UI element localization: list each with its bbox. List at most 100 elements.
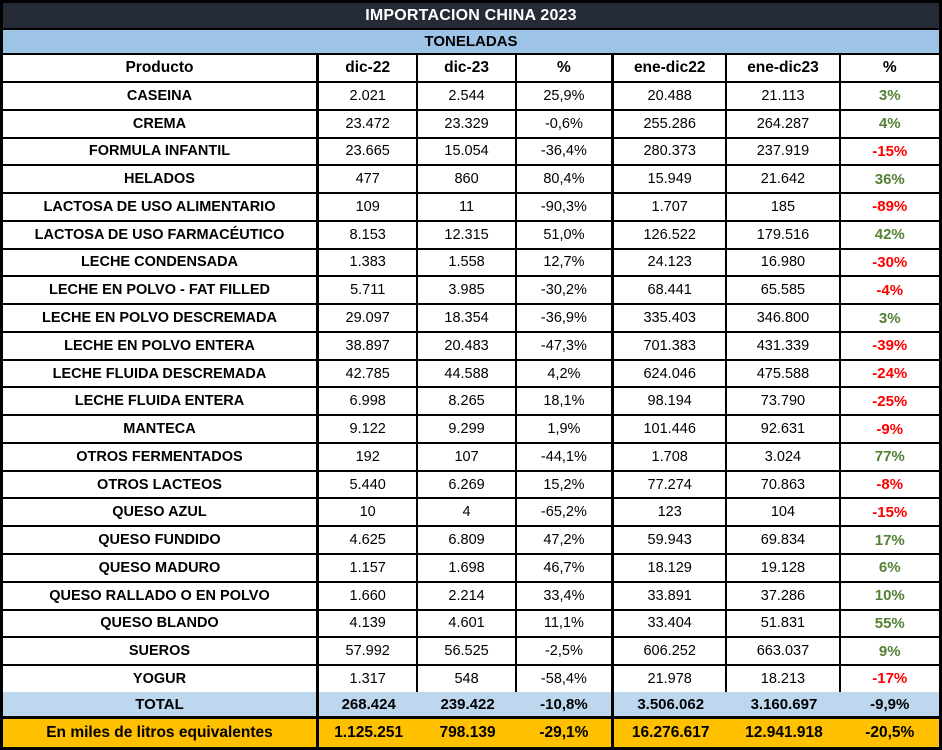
value-cell: 15.054 — [418, 138, 517, 165]
annual-pct-cell: -4% — [876, 281, 904, 299]
value-cell: 33,4% — [517, 582, 615, 609]
value-cell: 1.660 — [319, 582, 419, 609]
title-bar: IMPORTACION CHINA 2023 — [3, 3, 939, 30]
table-row: LECHE EN POLVO ENTERA 38.897 20.483 -47,3% 7… — [3, 332, 939, 361]
value-cell: 6.809 — [418, 527, 517, 554]
value-cell: 23.665 — [319, 138, 419, 165]
product-name: OTROS LACTEOS — [3, 471, 319, 498]
value-cell: 4,2% — [517, 360, 615, 387]
table-subtitle: TONELADAS — [424, 33, 518, 50]
table-row: YOGUR 1.317 548 -58,4% 21.978 18.213 -17% — [3, 666, 939, 692]
annual-pct-cell: 4% — [878, 115, 901, 133]
value-cell: 2.021 — [319, 83, 419, 109]
value-cell: 46,7% — [517, 555, 615, 581]
table-row: QUESO AZUL 10 4 -65,2% 123 104 -15% — [3, 499, 939, 528]
value-cell: 1.708 — [614, 443, 728, 470]
table-row: QUESO MADURO 1.157 1.698 46,7% 18.129 19.128 6… — [3, 555, 939, 583]
value-cell: -36,4% — [517, 138, 615, 165]
value-cell: 47,2% — [517, 527, 615, 554]
value-cell: 77.274 — [614, 471, 728, 498]
column-header-row: Producto dic-22 dic-23% ene-dic22 ene-dic23% — [3, 55, 939, 83]
value-cell: 3.024 — [727, 443, 841, 470]
value-cell: -58,4% — [517, 666, 615, 692]
value-cell: 3.985 — [418, 277, 517, 304]
value-cell: 19.128 — [727, 555, 841, 581]
value-cell: 860 — [418, 166, 517, 193]
value-cell: 237.919 — [727, 138, 841, 165]
summary-value-cell: 268.424 — [341, 695, 396, 713]
value-cell: 12,7% — [517, 249, 615, 276]
annual-pct-cell: -25% — [872, 392, 908, 410]
value-cell: 21.642 — [727, 166, 841, 193]
value-cell: 59.943 — [614, 527, 728, 554]
table-title: IMPORTACION CHINA 2023 — [365, 6, 577, 24]
annual-pct-cell: 17% — [874, 531, 905, 549]
value-cell: 18.129 — [614, 555, 728, 581]
product-name: QUESO RALLADO O EN POLVO — [3, 582, 319, 609]
product-name: QUESO AZUL — [3, 499, 319, 526]
value-cell: 4.601 — [418, 610, 517, 637]
product-name: LACTOSA DE USO ALIMENTARIO — [3, 194, 319, 220]
value-cell: 73.790 — [727, 388, 841, 415]
total-row: TOTAL 268.424 239.422 -10,8% 3.506.062 3.160.… — [3, 692, 939, 719]
liters-label: En miles de litros equivalentes — [3, 719, 319, 747]
table-row: QUESO FUNDIDO 4.625 6.809 47,2% 59.943 69.834… — [3, 527, 939, 556]
value-cell: 9.299 — [418, 416, 517, 442]
value-cell: 10 — [319, 499, 419, 526]
value-cell: 123 — [614, 499, 728, 526]
value-cell: 98.194 — [614, 388, 728, 415]
value-cell: 11,1% — [517, 610, 615, 637]
value-cell: 15,2% — [517, 471, 615, 498]
value-cell: 21.978 — [614, 666, 728, 692]
value-cell: 109 — [319, 194, 419, 220]
product-name: QUESO FUNDIDO — [3, 527, 319, 554]
value-cell: 18.213 — [727, 666, 841, 692]
value-cell: 21.113 — [727, 83, 841, 109]
table-row: LACTOSA DE USO ALIMENTARIO 109 11 -90,3% 1.7… — [3, 194, 939, 222]
value-cell: 18,1% — [517, 388, 615, 415]
toneladas-bar: TONELADAS — [3, 30, 939, 55]
value-cell: -65,2% — [517, 499, 615, 526]
value-cell: 38.897 — [319, 332, 419, 359]
summary-value-cell: 12.941.918 — [745, 724, 823, 741]
value-cell: 477 — [319, 166, 419, 193]
product-name: CASEINA — [3, 83, 319, 109]
value-cell: 101.446 — [614, 416, 728, 442]
value-cell: 51,0% — [517, 221, 615, 248]
value-cell: 69.834 — [727, 527, 841, 554]
annual-pct-cell: -15% — [872, 503, 908, 521]
value-cell: 6.269 — [418, 471, 517, 498]
column-header: % — [882, 59, 897, 76]
table-row: OTROS FERMENTADOS 192 107 -44,1% 1.708 3.024 7… — [3, 443, 939, 472]
value-cell: -90,3% — [517, 194, 615, 220]
value-cell: 15.949 — [614, 166, 728, 193]
value-cell: 44.588 — [418, 360, 517, 387]
table-row: HELADOS 477 860 80,4% 15.949 21.642 36% — [3, 166, 939, 195]
value-cell: 23.329 — [418, 110, 517, 137]
product-name: CREMA — [3, 110, 319, 137]
summary-value-cell: 798.139 — [439, 724, 496, 741]
value-cell: 68.441 — [614, 277, 728, 304]
value-cell: 5.711 — [319, 277, 419, 304]
table-row: CASEINA 2.021 2.544 25,9% 20.488 21.113 3% — [3, 83, 939, 111]
value-cell: 179.516 — [727, 221, 841, 248]
product-name: OTROS FERMENTADOS — [3, 443, 319, 470]
value-cell: 335.403 — [614, 305, 728, 331]
table-row: LECHE FLUIDA ENTERA 6.998 8.265 18,1% 98.194… — [3, 388, 939, 417]
value-cell: 18.354 — [418, 305, 517, 331]
value-cell: 33.891 — [614, 582, 728, 609]
product-name: LECHE EN POLVO ENTERA — [3, 332, 319, 359]
table-row: LECHE EN POLVO DESCREMADA 29.097 18.354 -36… — [3, 305, 939, 333]
annual-pct-cell: 9% — [878, 642, 901, 660]
table-row: OTROS LACTEOS 5.440 6.269 15,2% 77.274 70.863… — [3, 471, 939, 500]
product-name: YOGUR — [3, 666, 319, 692]
annual-pct-cell: 6% — [878, 559, 901, 577]
value-cell: 65.585 — [727, 277, 841, 304]
annual-pct-cell: -17% — [872, 670, 908, 688]
product-name: LECHE FLUIDA ENTERA — [3, 388, 319, 415]
value-cell: 1.698 — [418, 555, 517, 581]
table-row: SUEROS 57.992 56.525 -2,5% 606.252 663.037 9% — [3, 638, 939, 667]
value-cell: 126.522 — [614, 221, 728, 248]
annual-pct-cell: 42% — [874, 226, 905, 244]
annual-pct-cell: -89% — [872, 198, 908, 216]
